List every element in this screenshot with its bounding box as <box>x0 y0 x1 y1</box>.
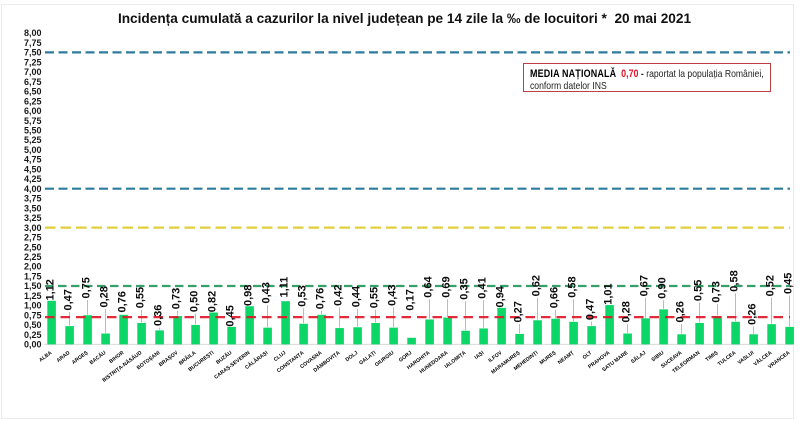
svg-text:0,25: 0,25 <box>24 330 42 340</box>
svg-text:0,41: 0,41 <box>476 277 488 298</box>
svg-text:0,43: 0,43 <box>386 284 398 305</box>
svg-text:0,42: 0,42 <box>332 284 344 305</box>
svg-text:0,43: 0,43 <box>260 282 272 303</box>
svg-text:0,76: 0,76 <box>314 288 326 309</box>
svg-text:0,82: 0,82 <box>206 291 218 312</box>
svg-text:4,50: 4,50 <box>24 164 42 174</box>
svg-text:0,26: 0,26 <box>746 303 758 324</box>
svg-text:3,75: 3,75 <box>24 194 42 204</box>
svg-text:0,26: 0,26 <box>674 301 686 322</box>
svg-text:5,25: 5,25 <box>24 135 42 145</box>
svg-text:0,50: 0,50 <box>24 320 42 330</box>
svg-text:0,75: 0,75 <box>24 310 42 320</box>
svg-text:0,35: 0,35 <box>458 278 470 299</box>
svg-text:0,73: 0,73 <box>170 288 182 309</box>
svg-text:4,25: 4,25 <box>24 174 42 184</box>
svg-text:7,75: 7,75 <box>24 38 42 48</box>
svg-text:0,28: 0,28 <box>98 286 110 307</box>
svg-text:0,47: 0,47 <box>62 289 74 310</box>
svg-text:4,75: 4,75 <box>24 155 42 165</box>
svg-text:5,75: 5,75 <box>24 116 42 126</box>
svg-text:0,00: 0,00 <box>24 340 42 350</box>
svg-text:0,50: 0,50 <box>188 291 200 312</box>
svg-text:3,00: 3,00 <box>24 223 42 233</box>
svg-text:1,25: 1,25 <box>24 291 42 301</box>
svg-text:2,75: 2,75 <box>24 233 42 243</box>
svg-text:0,52: 0,52 <box>764 275 776 296</box>
svg-text:0,62: 0,62 <box>530 275 542 296</box>
svg-text:6,75: 6,75 <box>24 77 42 87</box>
svg-text:TULCEA: TULCEA <box>717 350 738 368</box>
svg-text:3,50: 3,50 <box>24 203 42 213</box>
svg-text:0,55: 0,55 <box>134 287 146 308</box>
svg-text:0,58: 0,58 <box>728 270 740 291</box>
svg-text:IAȘI: IAȘI <box>474 350 486 361</box>
svg-text:0,28: 0,28 <box>620 301 632 322</box>
svg-text:7,50: 7,50 <box>24 48 42 58</box>
svg-text:0,45: 0,45 <box>782 273 794 294</box>
svg-text:MUREȘ: MUREȘ <box>539 350 558 366</box>
svg-text:1,01: 1,01 <box>602 283 614 304</box>
svg-text:ALBA: ALBA <box>38 350 53 364</box>
svg-text:3,25: 3,25 <box>24 213 42 223</box>
svg-text:ARAD: ARAD <box>56 350 72 364</box>
svg-text:1,75: 1,75 <box>24 272 42 282</box>
svg-text:7,00: 7,00 <box>24 67 42 77</box>
svg-text:0,64: 0,64 <box>422 276 434 298</box>
svg-text:4,00: 4,00 <box>24 184 42 194</box>
svg-text:BACĂU: BACĂU <box>88 349 107 366</box>
svg-text:OLT: OLT <box>582 350 594 361</box>
svg-text:5,00: 5,00 <box>24 145 42 155</box>
svg-text:0,58: 0,58 <box>566 276 578 297</box>
svg-text:2,50: 2,50 <box>24 242 42 252</box>
svg-text:DOLJ: DOLJ <box>345 350 360 363</box>
svg-text:1,50: 1,50 <box>24 281 42 291</box>
svg-text:0,55: 0,55 <box>368 287 380 308</box>
svg-text:0,94: 0,94 <box>494 285 506 307</box>
svg-text:0,75: 0,75 <box>80 277 92 298</box>
svg-text:0,53: 0,53 <box>296 285 308 306</box>
svg-text:BRAȘOV: BRAȘOV <box>158 350 180 368</box>
svg-text:SĂLAJ: SĂLAJ <box>630 349 648 365</box>
svg-text:1,00: 1,00 <box>24 301 42 311</box>
svg-text:0,27: 0,27 <box>512 301 524 322</box>
svg-text:5,50: 5,50 <box>24 126 42 136</box>
svg-text:0,69: 0,69 <box>440 276 452 297</box>
svg-text:0,67: 0,67 <box>638 275 650 296</box>
svg-text:6,50: 6,50 <box>24 87 42 97</box>
svg-text:0,90: 0,90 <box>656 277 668 298</box>
svg-text:6,00: 6,00 <box>24 106 42 116</box>
svg-text:0,66: 0,66 <box>548 287 560 308</box>
svg-text:1,12: 1,12 <box>44 279 56 300</box>
svg-text:8,00: 8,00 <box>24 28 42 38</box>
svg-text:7,25: 7,25 <box>24 57 42 67</box>
svg-text:2,00: 2,00 <box>24 262 42 272</box>
svg-text:1,11: 1,11 <box>278 277 290 298</box>
svg-text:NEAMȚ: NEAMȚ <box>557 350 576 366</box>
svg-text:0,98: 0,98 <box>242 285 254 306</box>
svg-text:0,17: 0,17 <box>404 289 416 310</box>
svg-text:GIURGIU: GIURGIU <box>374 350 396 368</box>
svg-text:SIBIU: SIBIU <box>651 350 666 363</box>
svg-text:0,55: 0,55 <box>692 280 704 301</box>
svg-text:0,47: 0,47 <box>584 299 596 320</box>
svg-text:ARGEȘ: ARGEȘ <box>71 350 90 366</box>
svg-text:0,36: 0,36 <box>152 305 164 326</box>
svg-text:0,44: 0,44 <box>350 285 362 307</box>
svg-text:0,45: 0,45 <box>224 305 236 326</box>
svg-text:6,25: 6,25 <box>24 96 42 106</box>
svg-text:CLUJ: CLUJ <box>273 350 288 363</box>
svg-text:0,76: 0,76 <box>116 291 128 312</box>
svg-text:2,25: 2,25 <box>24 252 42 262</box>
svg-text:0,73: 0,73 <box>710 281 722 302</box>
